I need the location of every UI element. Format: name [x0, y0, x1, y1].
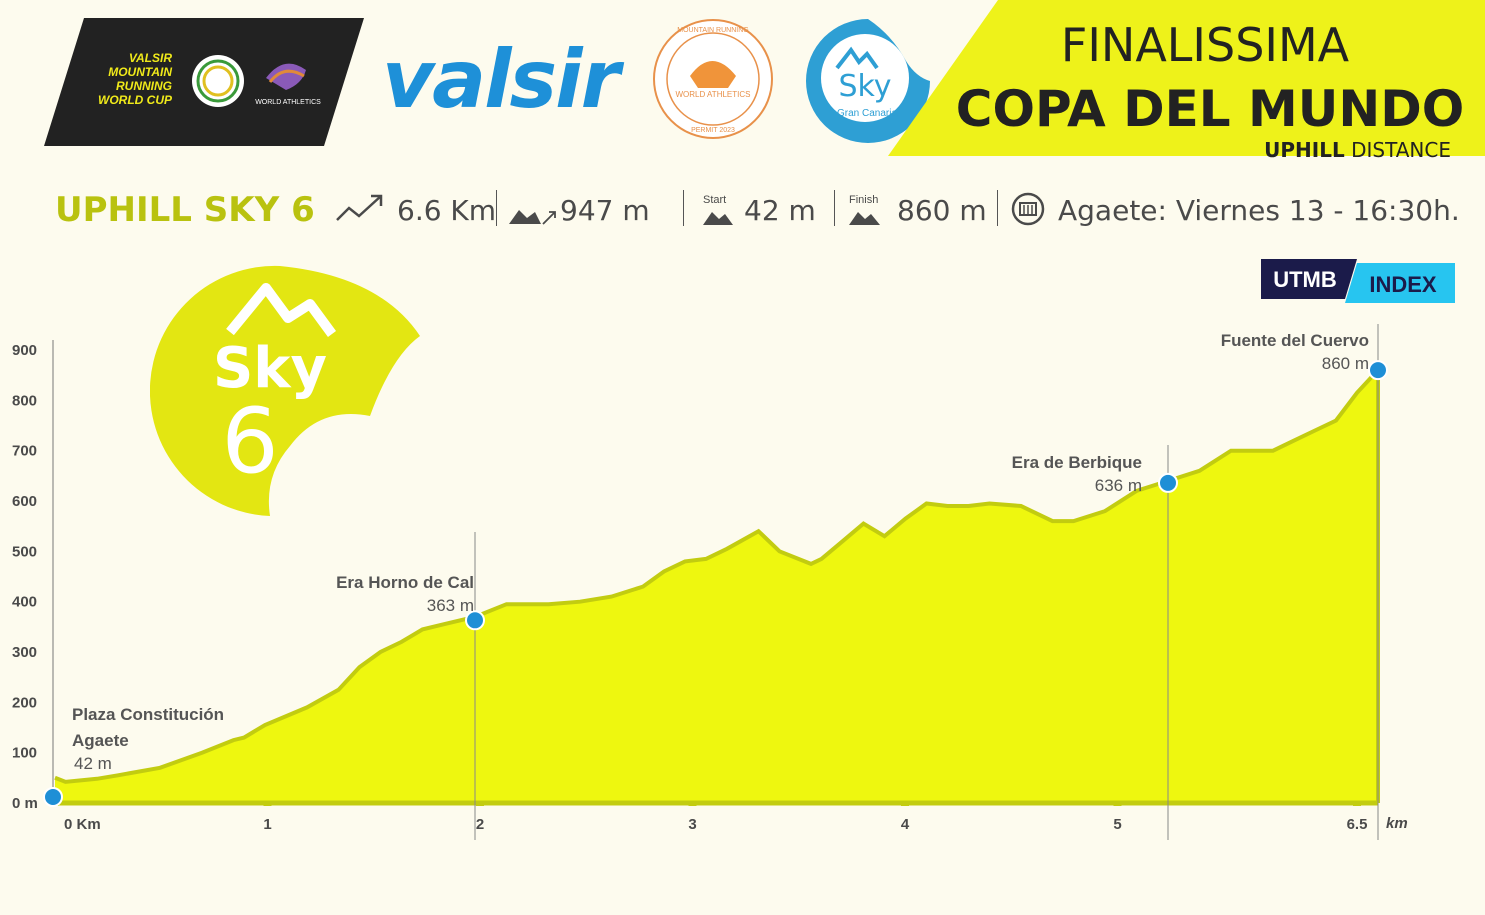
x-tick-label: 0 Km: [64, 816, 101, 833]
finish-mountain-icon: [849, 212, 880, 225]
x-tick-label: 3: [688, 816, 696, 833]
start-label: Start: [703, 194, 727, 206]
profile-area: [55, 370, 1378, 803]
permit-mid-text: WORLD ATHLETICS: [676, 90, 751, 99]
sky-gc-sub: Gran Canaria: [837, 108, 897, 119]
race-name: UPHILL SKY 6: [55, 190, 315, 230]
title-distance: DISTANCE: [1351, 138, 1451, 162]
sky-gran-canaria-logo: Sky Gran Canaria: [806, 19, 930, 143]
x-tick-mark: [1113, 801, 1122, 806]
race-elevation-gain: 947 m: [560, 194, 650, 227]
waypoint-name: Plaza Constitución: [72, 705, 224, 724]
waypoint-marker: [465, 610, 485, 631]
waypoint-name: Fuente del Cuervo: [1221, 331, 1369, 350]
badge-line-1: VALSIR: [129, 51, 172, 65]
badge-number: 6: [221, 389, 278, 494]
world-athletics-permit-logo: WORLD ATHLETICS MOUNTAIN RUNNING PERMIT …: [653, 19, 773, 139]
waypoint-marker: [1158, 472, 1178, 493]
mountain-icon: [226, 283, 337, 337]
x-axis-unit: km: [1386, 815, 1408, 832]
y-tick-label: 300: [12, 644, 37, 661]
elevation-profile-chart: 0 Km 1 2 3 4 5 6.5 0 m 100 200 300 400 500 600 700 800…: [12, 324, 1408, 840]
utmb-left-text: UTMB: [1273, 267, 1337, 292]
title-uphill-distance: UPHILL DISTANCE: [1264, 138, 1451, 162]
x-tick-label: 5: [1113, 816, 1121, 833]
title-uphill: UPHILL: [1264, 138, 1345, 162]
valsir-world-cup-badge: VALSIR MOUNTAIN RUNNING WORLD CUP WORLD …: [44, 18, 364, 146]
world-cup-emblem-icon: [192, 55, 244, 107]
location-icon: [1011, 192, 1045, 226]
profile-line: [54, 364, 1380, 803]
separator: [496, 190, 497, 226]
distance-icon: [336, 194, 383, 221]
valsir-logo: valsir: [382, 33, 620, 126]
waypoint-name: Era de Berbique: [1012, 453, 1142, 472]
x-tick-mark: [476, 801, 484, 806]
waypoint-elevation: 860 m: [1322, 354, 1369, 373]
separator: [834, 190, 835, 226]
y-tick-label: 500: [12, 543, 37, 560]
x-tick-mark: [263, 801, 272, 806]
race-distance: 6.6 Km: [397, 194, 497, 227]
race-finish-elevation: 860 m: [897, 194, 987, 227]
permit-top-text: MOUNTAIN RUNNING: [677, 27, 748, 34]
title-finalissima: FINALISSIMA: [1060, 18, 1350, 72]
sky-6-badge: Sky 6: [150, 265, 420, 516]
utmb-index-logo: UTMB INDEX: [1261, 259, 1455, 303]
waypoint-marker: [43, 787, 63, 807]
y-tick-label: 900: [12, 342, 37, 359]
race-start-elevation: 42 m: [744, 194, 816, 227]
y-tick-label: 800: [12, 392, 37, 409]
y-tick-label: 700: [12, 443, 37, 460]
separator: [997, 190, 998, 226]
sky-gc-word: Sky: [838, 69, 891, 104]
waypoint-name-line2: Agaete: [72, 731, 129, 750]
utmb-right-text: INDEX: [1369, 272, 1437, 297]
y-tick-label: 100: [12, 745, 37, 762]
badge-wa-text: WORLD ATHLETICS: [255, 99, 321, 106]
stadium-icon: [690, 61, 736, 88]
mountain-icon: [835, 46, 879, 70]
waypoint-marker: [1368, 360, 1388, 381]
world-athletics-icon: [266, 63, 306, 90]
title-banner: [888, 0, 1485, 156]
separator: [683, 190, 684, 226]
finish-label: Finish: [849, 194, 879, 206]
x-tick-label: 2: [476, 816, 484, 833]
badge-line-4: WORLD CUP: [98, 93, 173, 107]
y-tick-label: 600: [12, 493, 37, 510]
y-tick-label: 0 m: [12, 795, 38, 812]
badge-line-2: MOUNTAIN: [108, 65, 172, 79]
elevation-gain-icon: [509, 210, 556, 225]
waypoint-elevation: 636 m: [1095, 476, 1142, 495]
permit-bottom-text: PERMIT 2023: [691, 127, 735, 134]
x-tick-mark: [901, 801, 909, 806]
start-mountain-icon: [703, 212, 733, 225]
y-tick-label: 200: [12, 694, 37, 711]
x-tick-label: 1: [263, 816, 271, 833]
waypoint-name: Era Horno de Cal: [336, 573, 474, 592]
x-tick-mark: [688, 801, 697, 806]
x-tick-mark: [1353, 801, 1361, 806]
x-tick-label: 4: [901, 816, 910, 833]
badge-sky-word: Sky: [213, 336, 327, 401]
badge-line-3: RUNNING: [116, 79, 172, 93]
title-copa-del-mundo: COPA DEL MUNDO: [955, 80, 1465, 138]
waypoint-elevation: 42 m: [74, 754, 112, 773]
y-tick-label: 400: [12, 594, 37, 611]
x-tick-label: 6.5: [1347, 816, 1368, 833]
race-location-time: Agaete: Viernes 13 - 16:30h.: [1058, 194, 1460, 227]
waypoint-elevation: 363 m: [427, 596, 474, 615]
